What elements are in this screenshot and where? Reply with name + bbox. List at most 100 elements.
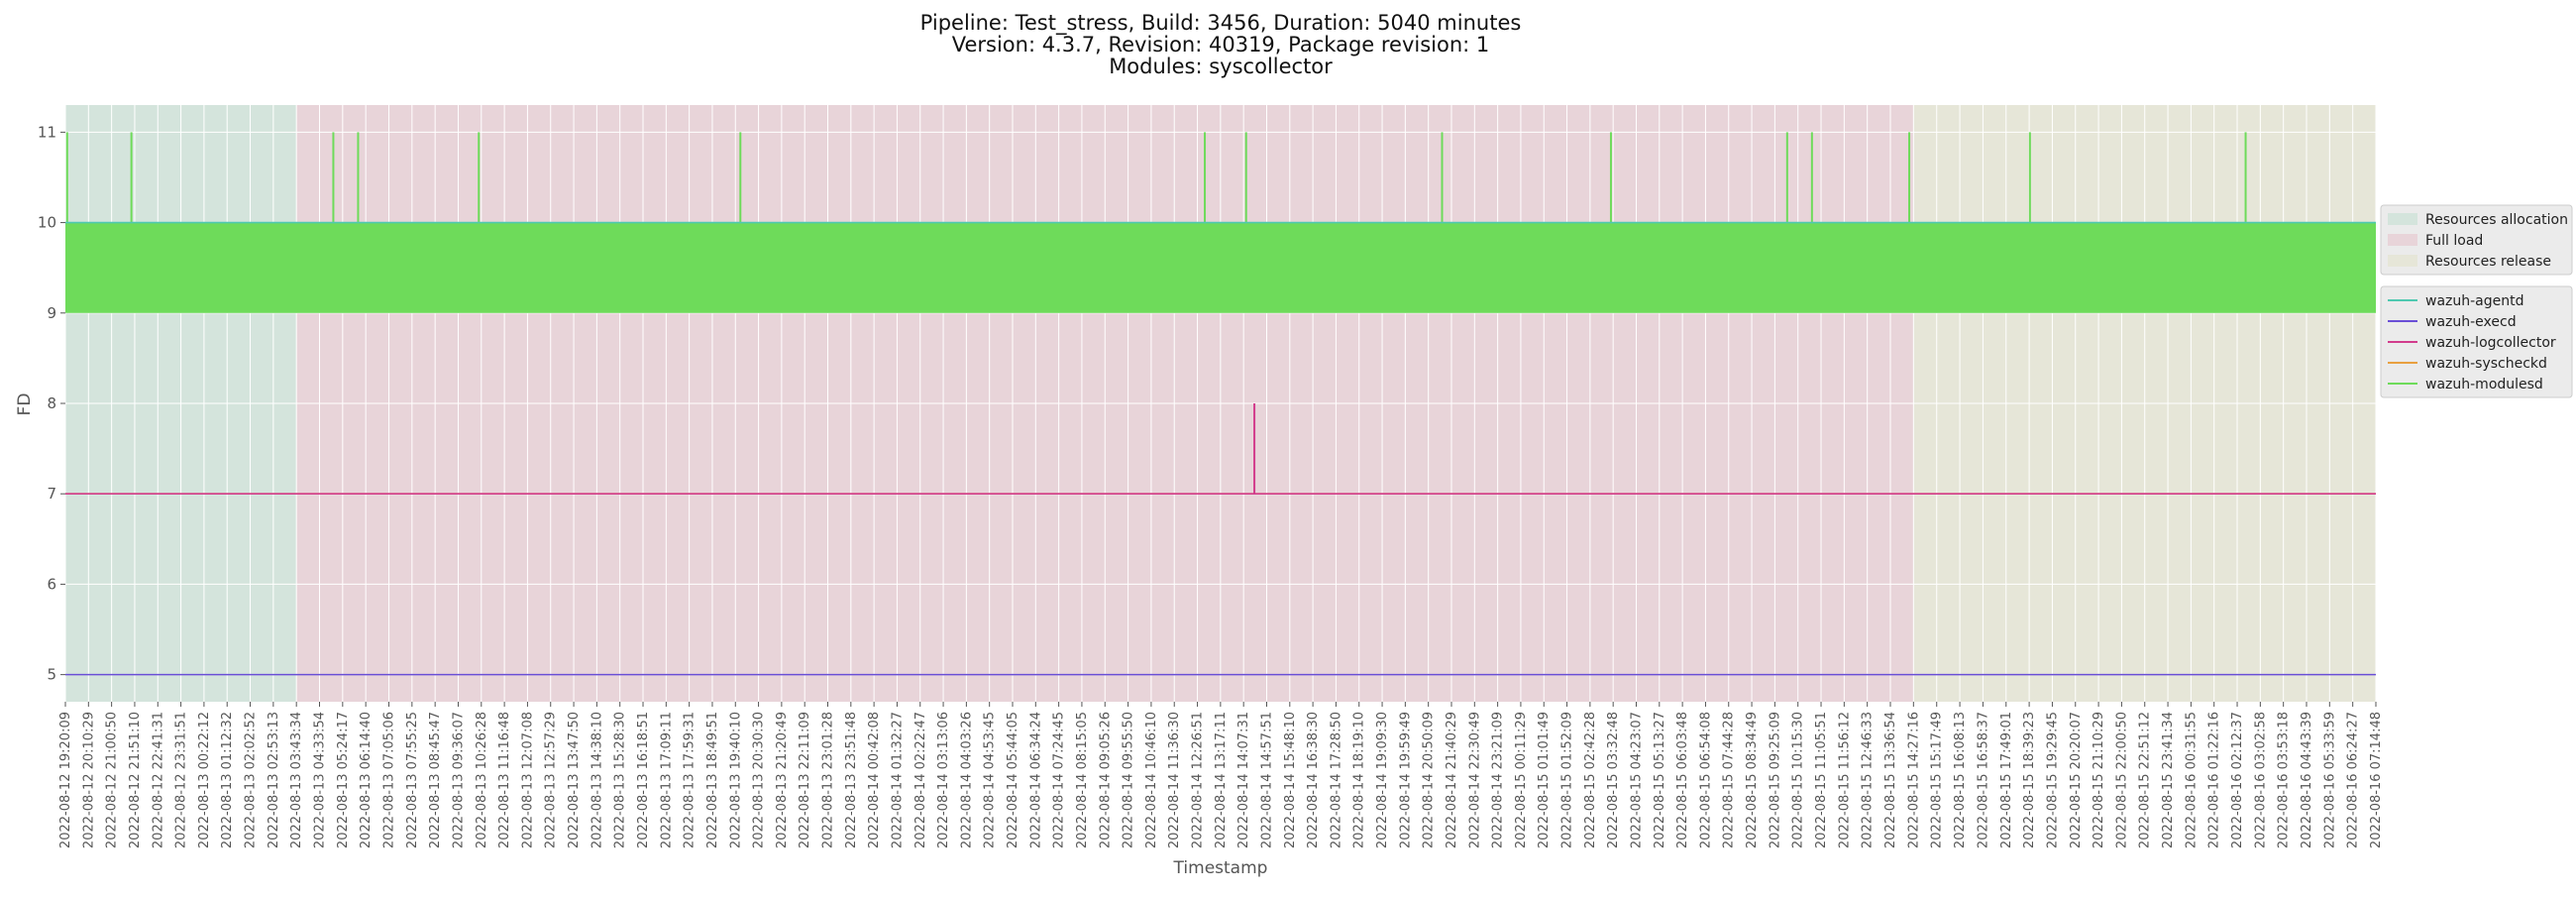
x-tick-label: 2022-08-13 20:30:30 [752,712,767,848]
x-tick-label: 2022-08-15 17:49:01 [1999,712,2014,848]
x-tick-label: 2022-08-16 04:43:39 [2300,712,2314,848]
x-tick-label: 2022-08-15 09:25:09 [1768,712,1782,848]
x-tick-label: 2022-08-14 02:22:47 [913,712,928,848]
x-tick-label: 2022-08-13 02:53:13 [267,712,281,848]
x-tick-label: 2022-08-14 21:40:29 [1445,712,1459,848]
y-tick-label: 9 [47,304,56,322]
phase-legend: Resources allocation Full load Resources r… [2380,204,2573,276]
series-legend-label-0: wazuh-agentd [2425,293,2524,309]
y-axis-label: FD [15,393,35,416]
x-tick-label: 2022-08-14 22:30:49 [1467,712,1482,848]
x-tick-label: 2022-08-13 15:28:30 [613,712,628,848]
x-tick-label: 2022-08-14 07:24:45 [1052,712,1067,848]
x-tick-label: 2022-08-16 05:33:59 [2322,712,2337,848]
x-tick-label: 2022-08-15 02:42:28 [1583,712,1598,848]
x-tick-label: 2022-08-15 16:58:37 [1976,712,1990,848]
x-tick-label: 2022-08-13 18:49:51 [705,712,720,848]
x-tick-label: 2022-08-14 03:13:06 [936,712,951,848]
x-tick-label: 2022-08-15 19:29:45 [2045,712,2060,848]
x-tick-label: 2022-08-14 11:36:30 [1167,712,1182,848]
series-band-wazuh-modulesd [65,222,2376,313]
x-tick-label: 2022-08-13 17:59:31 [683,712,698,848]
x-tick-label: 2022-08-14 20:50:09 [1422,712,1437,848]
x-tick-label: 2022-08-15 14:27:16 [1906,712,1921,848]
x-tick-label: 2022-08-13 23:51:48 [844,712,859,848]
title-line-2: Version: 4.3.7, Revision: 40319, Package… [952,33,1490,56]
x-tick-label: 2022-08-15 12:46:33 [1861,712,1876,848]
x-tick-label: 2022-08-13 02:02:52 [244,712,259,848]
x-tick-label: 2022-08-15 06:03:48 [1675,712,1690,848]
grid-lines [64,105,2377,702]
x-tick-label: 2022-08-13 23:01:28 [821,712,836,848]
x-tick-label: 2022-08-15 01:01:49 [1537,712,1552,848]
x-tick-label: 2022-08-14 19:59:49 [1398,712,1413,848]
series-legend-label-1: wazuh-execd [2425,314,2517,330]
x-tick-label: 2022-08-13 06:14:40 [359,712,374,848]
x-tick-label: 2022-08-14 16:38:30 [1306,712,1321,848]
x-tick-label: 2022-08-15 05:13:27 [1653,712,1667,848]
x-tick-label: 2022-08-15 11:05:51 [1814,712,1829,848]
title-line-1: Pipeline: Test_stress, Build: 3456, Dura… [920,11,1522,36]
title-line-3: Modules: syscollector [1109,55,1333,78]
series-legend-label-3: wazuh-syscheckd [2425,356,2547,372]
x-tick-label: 2022-08-15 21:10:29 [2092,712,2106,848]
x-tick-label: 2022-08-13 04:33:54 [312,712,327,848]
x-tick-label: 2022-08-13 14:38:10 [590,712,604,848]
x-tick-label: 2022-08-13 13:47:50 [567,712,582,848]
y-tick-label: 11 [38,123,56,141]
x-tick-label: 2022-08-15 13:36:54 [1883,712,1898,848]
x-tick-label: 2022-08-14 09:55:50 [1122,712,1136,848]
x-tick-label: 2022-08-15 15:17:49 [1930,712,1945,848]
series-legend-label-2: wazuh-logcollector [2425,335,2556,351]
series-legend-label-4: wazuh-modulesd [2425,377,2543,392]
x-tick-label: 2022-08-15 16:08:13 [1953,712,1968,848]
x-tick-label: 2022-08-12 21:51:10 [128,712,143,848]
x-tick-label: 2022-08-13 07:55:25 [405,712,420,848]
x-tick-label: 2022-08-14 08:15:05 [1075,712,1090,848]
x-tick-label: 2022-08-12 21:00:50 [105,712,120,848]
x-tick-label: 2022-08-14 12:26:51 [1191,712,1206,848]
y-axis: 5 6 7 8 9 10 11 [38,123,65,684]
x-tick-label: 2022-08-16 03:53:18 [2277,712,2292,848]
x-tick-label: 2022-08-13 09:36:07 [451,712,466,848]
x-tick-label: 2022-08-14 04:03:26 [959,712,974,848]
x-tick-label: 2022-08-12 23:31:51 [174,712,189,848]
x-tick-label: 2022-08-15 08:34:49 [1745,712,1760,848]
x-tick-label: 2022-08-13 03:43:34 [289,712,304,848]
x-tick-label: 2022-08-16 03:02:58 [2253,712,2268,848]
x-tick-label: 2022-08-15 06:54:08 [1698,712,1713,848]
phase-legend-swatch-1 [2388,234,2417,246]
x-tick-label: 2022-08-14 19:09:30 [1375,712,1390,848]
x-axis-label: Timestamp [1173,858,1268,878]
x-tick-label: 2022-08-16 01:22:16 [2207,712,2222,848]
x-tick-label: 2022-08-15 23:41:34 [2161,712,2176,848]
x-tick-label: 2022-08-13 17:09:11 [659,712,674,848]
phase-legend-label-2: Resources release [2425,254,2551,270]
x-tick-label: 2022-08-13 10:26:28 [475,712,489,848]
x-axis: 2022-08-12 19:20:09 2022-08-12 20:10:29 20… [58,702,2384,848]
x-tick-label: 2022-08-12 20:10:29 [81,712,96,848]
x-tick-label: 2022-08-15 22:00:50 [2114,712,2129,848]
x-tick-label: 2022-08-14 10:46:10 [1144,712,1159,848]
chart-title: Pipeline: Test_stress, Build: 3456, Dura… [920,11,1522,78]
x-tick-label: 2022-08-16 07:14:48 [2369,712,2384,848]
series-legend: wazuh-agentd wazuh-execd wazuh-logcollecto… [2380,285,2573,398]
x-tick-label: 2022-08-13 07:05:06 [382,712,397,848]
x-tick-label: 2022-08-14 23:21:09 [1491,712,1506,848]
x-tick-label: 2022-08-12 22:41:31 [151,712,165,848]
y-tick-label: 6 [47,575,56,593]
x-tick-label: 2022-08-15 20:20:07 [2069,712,2084,848]
x-tick-label: 2022-08-13 01:12:32 [220,712,235,848]
x-tick-label: 2022-08-15 18:39:23 [2022,712,2037,848]
x-tick-label: 2022-08-15 11:56:12 [1837,712,1852,848]
x-tick-label: 2022-08-15 03:32:48 [1606,712,1621,848]
x-tick-label: 2022-08-15 22:51:12 [2138,712,2153,848]
x-tick-label: 2022-08-16 02:12:37 [2230,712,2245,848]
phase-legend-box [2380,204,2573,276]
x-tick-label: 2022-08-13 12:57:29 [544,712,559,848]
x-tick-label: 2022-08-16 06:24:27 [2346,712,2361,848]
x-tick-label: 2022-08-14 17:28:50 [1329,712,1343,848]
x-tick-label: 2022-08-12 19:20:09 [58,712,73,848]
